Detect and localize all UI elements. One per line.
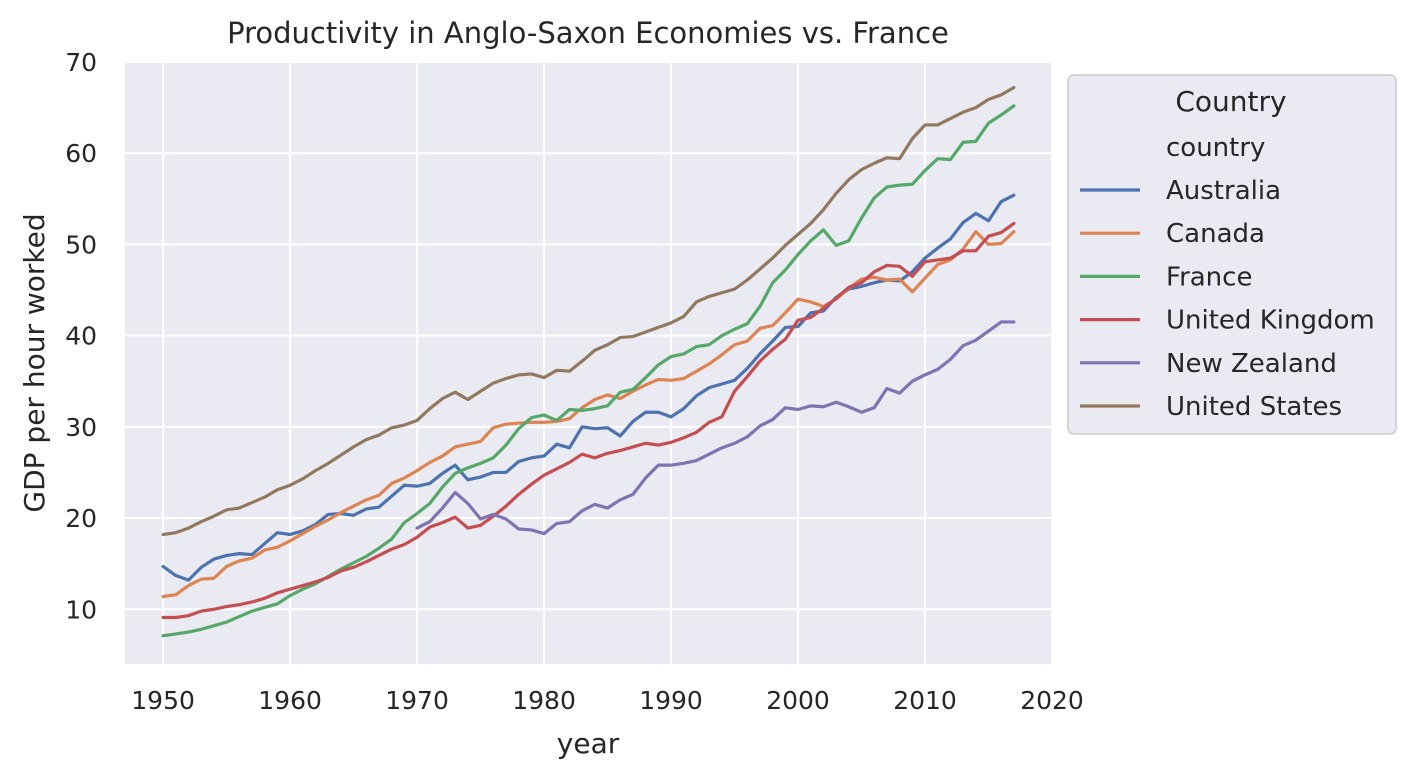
y-tick-label: 60 [65,139,97,168]
series-line-new-zealand [415,320,1016,536]
x-tick-label: 1980 [512,686,576,715]
y-tick-label: 40 [65,322,97,351]
x-tick-label: 2010 [893,686,957,715]
plot-background [125,62,1052,664]
y-axis-label: GDP per hour worked [18,213,51,512]
legend-box [1067,74,1397,435]
series-lines [161,85,1016,638]
legend-item-france: France [1080,262,1252,292]
legend-label: France [1166,262,1252,292]
series-line-canada [161,230,1016,599]
legend-label: Australia [1166,176,1281,206]
legend-item-united-kingdom: United Kingdom [1080,306,1375,336]
legend-label: New Zealand [1166,349,1337,379]
x-axis-ticks: 1950 1960 1970 1980 1990 2000 2010 2020 [131,686,1084,715]
series-line-united-kingdom [161,221,1016,620]
x-tick-label: 1950 [131,686,195,715]
chart-title: Productivity in Anglo-Saxon Economies vs… [227,16,949,50]
series-line-france [161,104,1016,638]
y-tick-label: 50 [65,230,97,259]
legend-label: United States [1166,392,1342,422]
x-tick-label: 2000 [766,686,830,715]
legend-item-australia: Australia [1080,176,1281,206]
y-tick-label: 70 [65,48,97,77]
x-axis-label: year [557,727,620,760]
legend: Country country Australia Canada France Uni… [1067,74,1397,435]
y-tick-label: 30 [65,413,97,442]
x-tick-label: 1960 [258,686,322,715]
legend-item-canada: Canada [1080,219,1265,249]
x-tick-label: 2020 [1020,686,1084,715]
y-axis-ticks: 10 20 30 40 50 60 70 [65,48,97,624]
legend-item-new-zealand: New Zealand [1080,349,1337,379]
legend-label: Canada [1166,219,1265,249]
series-line-australia [161,193,1016,582]
legend-item-united-states: United States [1080,392,1342,422]
legend-subtitle: country [1166,133,1265,163]
y-tick-label: 10 [65,595,97,624]
legend-label: United Kingdom [1166,306,1375,336]
x-tick-label: 1970 [385,686,449,715]
legend-entries: Australia Canada France United Kingdom New Z… [1080,176,1375,422]
series-line-united-states [161,85,1016,537]
y-tick-label: 20 [65,504,97,533]
x-tick-label: 1990 [639,686,703,715]
legend-title: Country [1175,85,1286,118]
